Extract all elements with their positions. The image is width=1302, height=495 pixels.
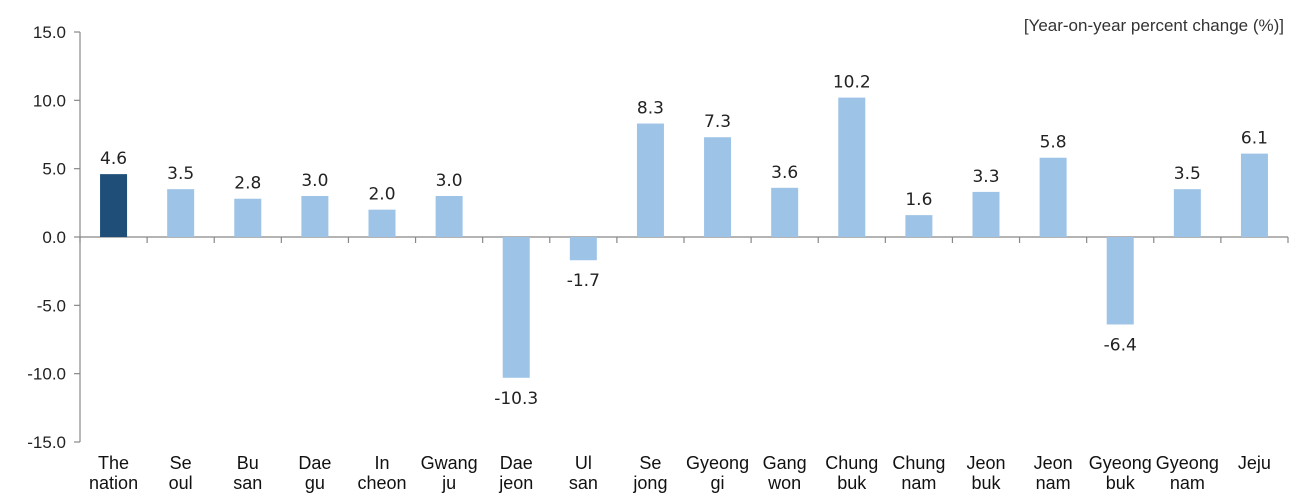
category-label: Jeon [966, 453, 1005, 473]
category-label: Bu [237, 453, 259, 473]
data-label: 3.0 [436, 171, 463, 191]
data-label: 10.2 [833, 73, 871, 93]
bar [838, 97, 866, 237]
category-label: ju [441, 473, 456, 493]
category-label: jong [632, 473, 667, 493]
category-label: nation [89, 473, 138, 493]
bar [100, 174, 128, 237]
data-label: 7.3 [704, 112, 731, 132]
data-label: 6.1 [1241, 129, 1268, 149]
bar [502, 237, 530, 378]
bar [569, 237, 597, 261]
category-label: In [374, 453, 389, 473]
category-label: Ul [575, 453, 592, 473]
y-tick-label: -15.0 [27, 433, 66, 452]
category-label: Jeju [1238, 453, 1271, 473]
y-tick-label: 0.0 [42, 228, 66, 247]
data-label: 1.6 [905, 190, 932, 210]
bar [905, 215, 933, 237]
bar [1106, 237, 1134, 325]
category-label: won [767, 473, 801, 493]
y-axis: 15.0 10.0 5.0 0.0 -5.0 -10.0 -15.0 [27, 23, 1289, 452]
bars [100, 97, 1268, 378]
data-labels: 4.6 3.5 2.8 3.0 2.0 3.0 -10.3 -1.7 8.3 7.3 3.6 10.2… [100, 73, 1268, 409]
bar [368, 209, 396, 237]
data-label: 3.5 [167, 164, 194, 184]
category-labels: ThenationSeoulBusanDaeguIncheonGwangjuDa… [89, 453, 1271, 493]
data-label: 8.3 [637, 99, 664, 119]
category-label: buk [837, 473, 867, 493]
category-label: san [569, 473, 598, 493]
category-label: Se [170, 453, 192, 473]
y-tick-label: 15.0 [33, 23, 66, 42]
bar [167, 189, 195, 237]
category-label: Dae [298, 453, 331, 473]
y-tick-label: -5.0 [37, 296, 66, 315]
bar [1240, 153, 1268, 237]
category-label: Chung [892, 453, 945, 473]
y-tick-label: 5.0 [42, 160, 66, 179]
category-label: Se [639, 453, 661, 473]
bar [636, 123, 664, 237]
category-label: nam [1170, 473, 1205, 493]
category-label: Gang [763, 453, 807, 473]
category-label: gi [711, 473, 725, 493]
data-label: 3.3 [972, 167, 999, 187]
category-label: buk [1106, 473, 1136, 493]
bar [435, 196, 463, 237]
data-label: -1.7 [567, 271, 600, 291]
data-label: 4.6 [100, 149, 127, 169]
category-label: nam [1036, 473, 1071, 493]
data-label: -10.3 [494, 389, 538, 409]
category-label: san [233, 473, 262, 493]
y-tick-label: 10.0 [33, 91, 66, 110]
data-label: 5.8 [1040, 133, 1067, 153]
category-label: Chung [825, 453, 878, 473]
bar [1173, 189, 1201, 237]
data-label: 3.6 [771, 163, 798, 183]
data-label: 2.0 [368, 185, 395, 205]
bar [972, 191, 1000, 237]
data-label: -6.4 [1104, 335, 1137, 355]
category-label: Gwang [421, 453, 478, 473]
bar [1039, 157, 1067, 237]
category-label: Dae [500, 453, 533, 473]
category-label: jeon [498, 473, 533, 493]
category-label: Gyeong [1089, 453, 1152, 473]
category-label: gu [305, 473, 325, 493]
data-label: 3.0 [301, 171, 328, 191]
bar [771, 187, 799, 237]
bar [301, 196, 329, 237]
data-label: 3.5 [1174, 164, 1201, 184]
category-label: The [98, 453, 129, 473]
category-label: Jeon [1034, 453, 1073, 473]
bar [234, 198, 262, 237]
category-label: nam [901, 473, 936, 493]
bar [704, 137, 732, 237]
category-label: Gyeong [686, 453, 749, 473]
y-tick-label: -10.0 [27, 365, 66, 384]
category-label: cheon [357, 473, 406, 493]
category-label: buk [971, 473, 1001, 493]
unit-label: [Year-on-year percent change (%)] [1024, 16, 1284, 35]
category-label: oul [169, 473, 193, 493]
category-label: Gyeong [1156, 453, 1219, 473]
data-label: 2.8 [234, 174, 261, 194]
